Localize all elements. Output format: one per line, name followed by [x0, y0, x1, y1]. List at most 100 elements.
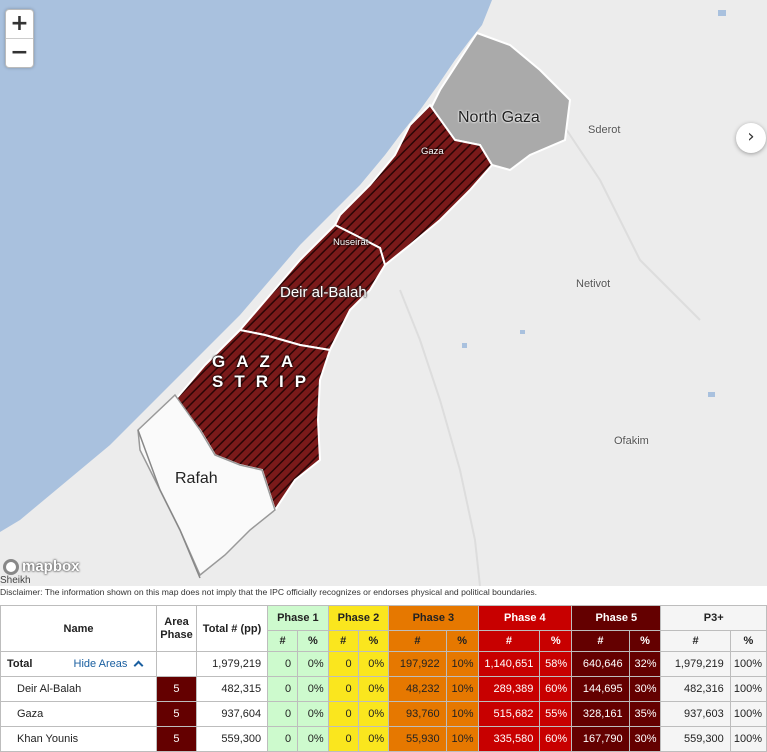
map-label-gaza: Gaza — [421, 146, 444, 157]
phase2-count: 0 — [327, 676, 359, 702]
hide-areas-label: Hide Areas — [73, 658, 128, 670]
header-phase2: Phase 2 — [327, 605, 390, 631]
total-label: Total — [7, 658, 33, 670]
map-label-nuseirat: Nuseirat — [333, 237, 369, 248]
header-percent: % — [628, 630, 662, 652]
phase5-count: 167,790 — [571, 726, 630, 752]
phase3-percent: 10% — [445, 726, 479, 752]
header-phase3: Phase 3 — [388, 605, 479, 631]
area-phase-cell — [156, 651, 197, 677]
road-line — [399, 289, 481, 586]
header-total: Total # (pp) — [195, 605, 269, 652]
header-count: # — [267, 630, 299, 652]
phase2-count: 0 — [327, 726, 359, 752]
area-phase-cell: 5 — [156, 701, 197, 727]
phase3-count: 197,922 — [388, 651, 447, 677]
mapbox-logo[interactable]: mapbox — [3, 558, 80, 575]
phase3-count: 93,760 — [388, 701, 447, 727]
phase4-count: 289,389 — [477, 676, 541, 702]
header-p3plus: P3+ — [660, 605, 767, 631]
phase3-percent: 10% — [445, 676, 479, 702]
table-row-total: Total Hide Areas 1,979,219 0 0% 0 0% 197… — [0, 651, 767, 677]
p3plus-count: 937,603 — [660, 701, 731, 727]
map-label-netivot: Netivot — [576, 278, 611, 290]
phase1-percent: 0% — [297, 651, 329, 677]
phase3-percent: 10% — [445, 651, 479, 677]
reservoir-shape — [462, 343, 467, 348]
header-percent: % — [357, 630, 390, 652]
header-phase5: Phase 5 — [571, 605, 662, 631]
next-arrow-button[interactable]: › — [736, 123, 766, 153]
zoom-out-button[interactable]: − — [10, 40, 29, 65]
map-label-ofakim: Ofakim — [614, 435, 649, 447]
area-phase-cell: 5 — [156, 726, 197, 752]
header-count: # — [388, 630, 447, 652]
header-count: # — [477, 630, 541, 652]
phase3-percent: 10% — [445, 701, 479, 727]
map-label-sheikh: Sheikh — [0, 575, 31, 586]
p3plus-count: 482,316 — [660, 676, 731, 702]
phase1-percent: 0% — [297, 701, 329, 727]
map-label-sderot: Sderot — [588, 124, 621, 136]
road-line — [559, 119, 701, 321]
area-name-cell: Khan Younis — [0, 726, 158, 752]
header-percent: % — [539, 630, 573, 652]
phase4-percent: 60% — [539, 726, 573, 752]
phase5-percent: 30% — [628, 676, 662, 702]
map-label-gaza-strip: GAZA STRIP — [212, 352, 317, 392]
phase2-percent: 0% — [357, 676, 390, 702]
hide-areas-toggle[interactable]: Hide Areas — [73, 658, 144, 671]
reservoir-shape — [520, 330, 525, 334]
area-name-cell: Gaza — [0, 701, 158, 727]
header-count: # — [571, 630, 630, 652]
table-row[interactable]: Deir Al-Balah 5 482,315 0 0% 0 0% 48,232… — [0, 676, 767, 702]
area-phase-cell: 5 — [156, 676, 197, 702]
chevron-up-icon — [133, 660, 144, 671]
phase3-count: 55,930 — [388, 726, 447, 752]
map-label-north-gaza: North Gaza — [458, 109, 540, 126]
header-count: # — [660, 630, 731, 652]
phase4-percent: 60% — [539, 676, 573, 702]
rafah-area[interactable] — [137, 393, 276, 577]
header-name: Name — [0, 605, 158, 652]
border-line — [137, 429, 201, 579]
header-percent: % — [729, 630, 767, 652]
map-disclaimer: Disclaimer: The information shown on thi… — [0, 587, 538, 597]
phase1-count: 0 — [267, 651, 299, 677]
table-row[interactable]: Khan Younis 5 559,300 0 0% 0 0% 55,930 1… — [0, 726, 767, 752]
p3plus-count: 559,300 — [660, 726, 731, 752]
zoom-controls: + − — [5, 9, 34, 68]
phase5-count: 144,695 — [571, 676, 630, 702]
p3plus-percent: 100% — [729, 676, 767, 702]
phase2-count: 0 — [327, 701, 359, 727]
phase5-percent: 35% — [628, 701, 662, 727]
p3plus-count: 1,979,219 — [660, 651, 731, 677]
phase5-percent: 30% — [628, 726, 662, 752]
map-canvas[interactable] — [0, 0, 767, 586]
header-phase1: Phase 1 — [267, 605, 329, 631]
map-label-rafah: Rafah — [175, 470, 218, 487]
phase5-count: 328,161 — [571, 701, 630, 727]
header-percent: % — [445, 630, 479, 652]
phase2-percent: 0% — [357, 651, 390, 677]
header-phase4: Phase 4 — [477, 605, 573, 631]
zoom-in-button[interactable]: + — [6, 10, 33, 39]
reservoir-shape — [718, 10, 726, 16]
phase4-count: 335,580 — [477, 726, 541, 752]
phase3-count: 48,232 — [388, 676, 447, 702]
area-name-cell: Deir Al-Balah — [0, 676, 158, 702]
total-cell: 559,300 — [195, 726, 269, 752]
phase2-percent: 0% — [357, 701, 390, 727]
phase2-percent: 0% — [357, 726, 390, 752]
total-name-cell: Total Hide Areas — [0, 651, 158, 677]
phase1-count: 0 — [267, 676, 299, 702]
phase1-percent: 0% — [297, 726, 329, 752]
p3plus-percent: 100% — [729, 701, 767, 727]
population-phase-table: Name Area Phase Total # (pp) Phase 1 Pha… — [0, 605, 767, 752]
sea-area — [0, 0, 492, 532]
map-view[interactable]: + − › North Gaza Gaza Nuseirat Deir al-B… — [0, 0, 767, 586]
header-area-phase: Area Phase — [156, 605, 197, 652]
table-row[interactable]: Gaza 5 937,604 0 0% 0 0% 93,760 10% 515,… — [0, 701, 767, 727]
p3plus-percent: 100% — [729, 651, 767, 677]
total-cell: 1,979,219 — [195, 651, 269, 677]
